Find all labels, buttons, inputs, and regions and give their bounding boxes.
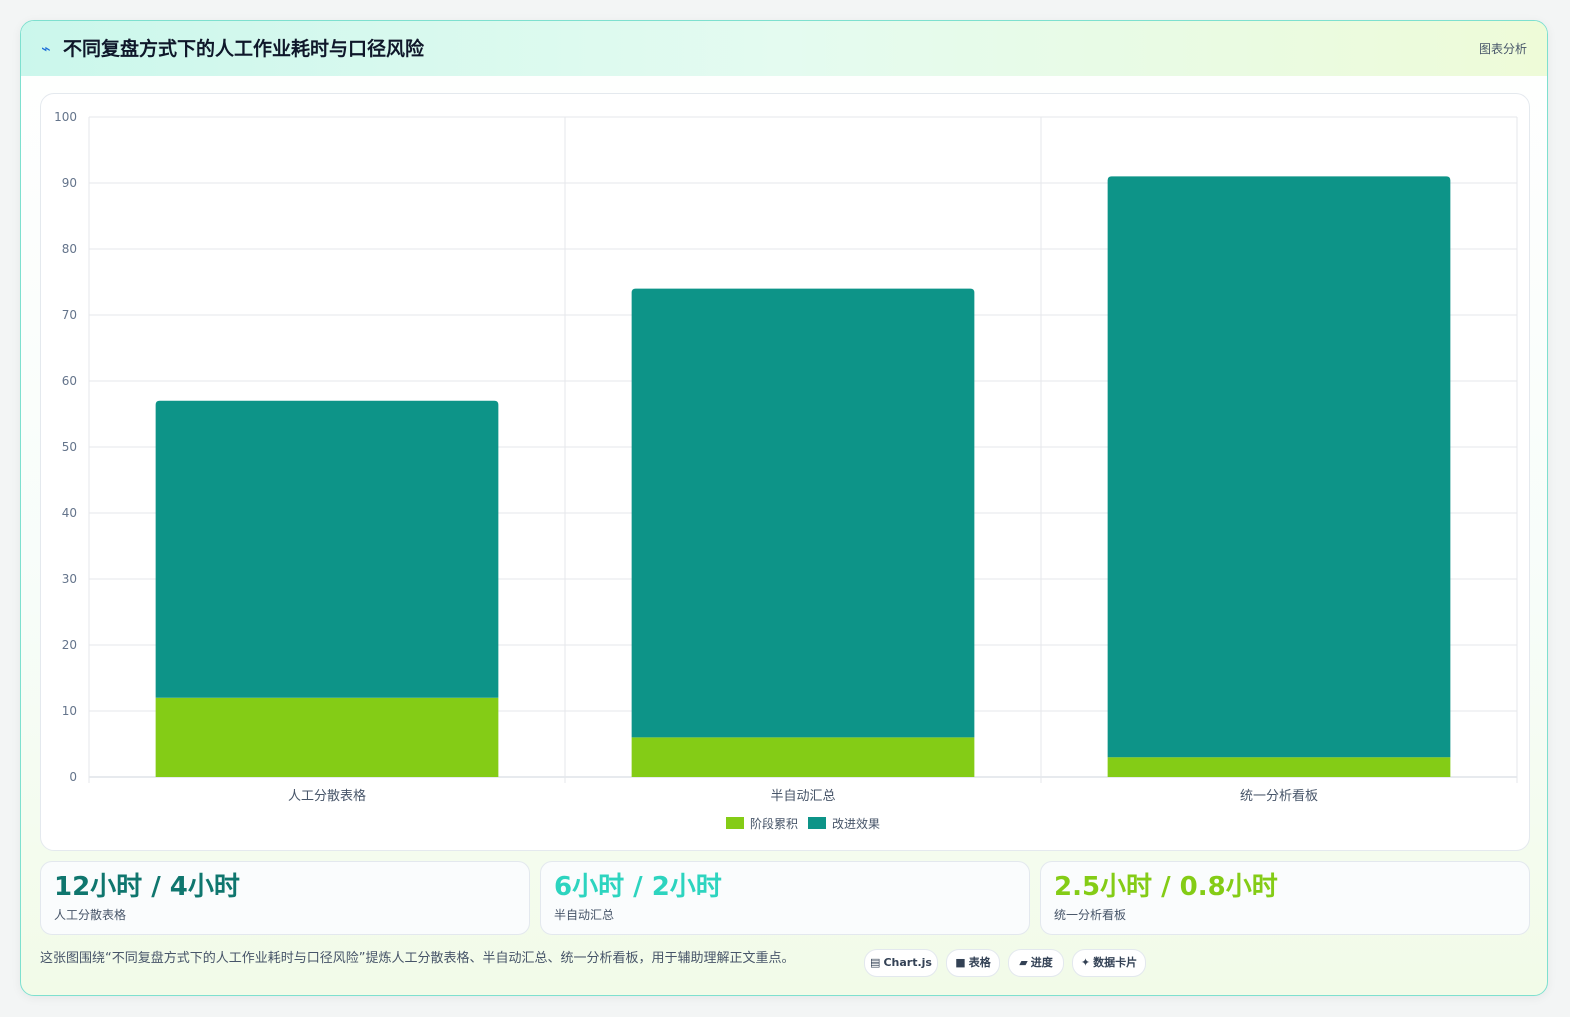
- pill-table[interactable]: ■ 表格: [946, 949, 1000, 977]
- sparkle-icon: ✦: [1080, 956, 1091, 969]
- bar-segment: [1107, 176, 1451, 758]
- legend-swatch: [726, 817, 744, 829]
- chart-card: ⌁ 不同复盘方式下的人工作业耗时与口径风险 图表分析 0 10 20 30 40 50 60…: [20, 20, 1548, 996]
- pill-chartjs[interactable]: ▤ Chart.js: [864, 949, 938, 977]
- pill-label: 数据卡片: [1093, 956, 1138, 969]
- bar-segment: [631, 288, 975, 738]
- bar-segment: [155, 400, 499, 698]
- stat-value: 6小时 / 2小时: [554, 872, 722, 902]
- y-tick-label: 10: [62, 704, 77, 718]
- stacked-bar-chart: 0 10 20 30 40 50 60 70 80 90 100 人工分散表格 半自动汇总 统一分析看板阶…: [54, 110, 1518, 831]
- chart-analysis-tag: 图表分析: [1478, 42, 1527, 56]
- legend-swatch: [808, 817, 826, 829]
- card-header: ⌁ 不同复盘方式下的人工作业耗时与口径风险 图表分析: [21, 21, 1547, 76]
- stat-card-semi-auto: 6小时 / 2小时 半自动汇总: [540, 861, 1030, 935]
- pill-label: 表格: [968, 956, 991, 969]
- pill-label: Chart.js: [883, 956, 932, 969]
- y-tick-label: 100: [54, 110, 77, 124]
- table-icon: ■: [955, 956, 966, 969]
- bolt-icon: ⌁: [41, 39, 51, 58]
- pill-progress[interactable]: ▰ 进度: [1008, 949, 1064, 977]
- x-tick-label: 半自动汇总: [770, 789, 835, 804]
- stat-label: 半自动汇总: [554, 908, 615, 922]
- stat-label: 统一分析看板: [1054, 908, 1127, 922]
- x-tick-label: 统一分析看板: [1240, 788, 1318, 804]
- y-tick-label: 80: [62, 242, 77, 256]
- y-tick-label: 50: [62, 440, 77, 454]
- bar-segment: [631, 737, 975, 777]
- legend-label: 改进效果: [832, 816, 880, 831]
- bar-segment: [155, 697, 499, 777]
- stat-label: 人工分散表格: [54, 908, 127, 922]
- legend-label: 阶段累积: [750, 816, 798, 831]
- stat-card-manual: 12小时 / 4小时 人工分散表格: [40, 861, 530, 935]
- y-tick-label: 0: [69, 770, 77, 784]
- pill-data-card[interactable]: ✦ 数据卡片: [1072, 949, 1146, 977]
- chart-caption: 这张图围绕“不同复盘方式下的人工作业耗时与口径风险”提炼人工分散表格、半自动汇总…: [40, 951, 795, 966]
- stat-value: 12小时 / 4小时: [54, 872, 240, 902]
- x-tick-label: 人工分散表格: [288, 788, 366, 804]
- progress-icon: ▰: [1019, 956, 1028, 969]
- chart-title: 不同复盘方式下的人工作业耗时与口径风险: [63, 38, 425, 60]
- chart-icon: ▤: [870, 956, 881, 969]
- y-tick-label: 40: [62, 506, 77, 520]
- y-tick-label: 30: [62, 572, 77, 586]
- y-tick-label: 60: [62, 374, 77, 388]
- chart-panel: 0 10 20 30 40 50 60 70 80 90 100 人工分散表格 半自动汇总 统一分析看板阶…: [40, 93, 1530, 851]
- y-tick-label: 90: [62, 176, 77, 190]
- y-tick-label: 70: [62, 308, 77, 322]
- stat-card-dashboard: 2.5小时 / 0.8小时 统一分析看板: [1040, 861, 1530, 935]
- pill-label: 进度: [1030, 956, 1053, 969]
- stat-value: 2.5小时 / 0.8小时: [1054, 872, 1278, 902]
- bar-segment: [1107, 757, 1451, 777]
- y-tick-label: 20: [62, 638, 77, 652]
